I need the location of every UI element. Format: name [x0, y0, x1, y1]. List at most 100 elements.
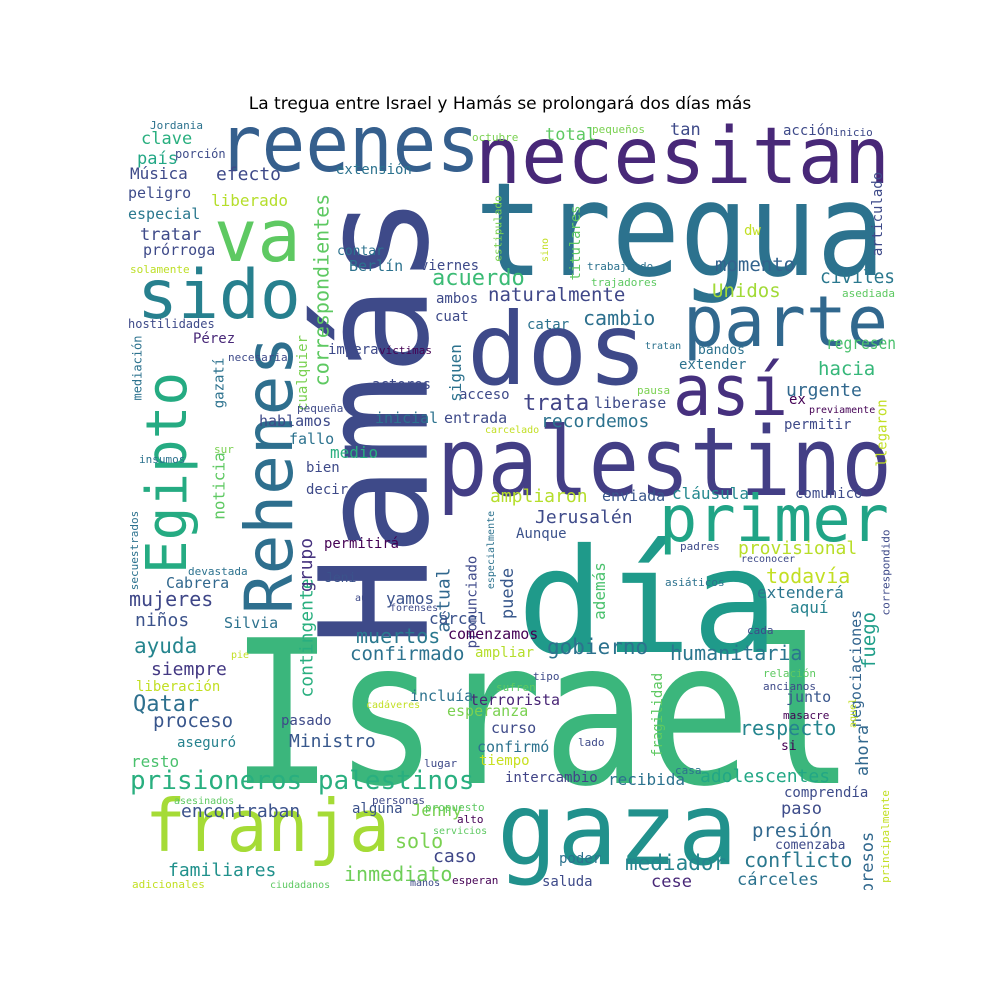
word-13: Egipto: [135, 371, 201, 574]
word-144: carcelado: [485, 425, 540, 436]
word-192: alto: [457, 813, 484, 826]
word-194: principalmente: [878, 789, 892, 883]
page-title: La tregua entre Israel y Hamás se prolon…: [248, 94, 752, 114]
word-151: contar: [337, 244, 384, 259]
word-24: cambio: [583, 306, 656, 330]
word-93: liberación: [136, 679, 221, 695]
word-52: siempre: [151, 659, 227, 680]
word-105: país: [137, 149, 178, 169]
word-149: ambos: [436, 291, 479, 307]
word-74: conflicto: [744, 848, 853, 872]
word-146: previamente: [809, 405, 876, 416]
word-7: palestino: [437, 408, 892, 518]
word-40: gobierno: [547, 635, 649, 659]
word-107: Jordania: [150, 120, 203, 132]
word-180: aquel: [847, 697, 859, 728]
word-176: cada: [747, 624, 774, 637]
word-23: Unidos: [712, 280, 781, 302]
word-73: mediador: [625, 851, 727, 875]
word-85: confirmó: [477, 738, 550, 756]
word-166: dw: [744, 223, 761, 239]
word-75: cárceles: [737, 870, 819, 890]
word-155: total: [545, 125, 597, 145]
word-187: lugar: [424, 757, 458, 770]
word-125: decir: [306, 482, 349, 498]
word-116: Pérez: [193, 331, 236, 347]
word-143: pausa: [637, 384, 671, 397]
word-87: terrorista: [470, 691, 560, 709]
word-88: esperanza: [447, 702, 529, 720]
word-58: grupo: [296, 537, 317, 593]
word-80: familiares: [168, 860, 277, 881]
word-83: intercambio: [505, 770, 598, 786]
word-157: octubre: [472, 131, 519, 144]
word-cloud: Israel Hamás tregua necesitan reenes día gaza p…: [125, 120, 895, 890]
word-174: forenses: [390, 603, 439, 614]
word-21: momento: [715, 254, 796, 276]
word-160: inicio: [833, 126, 873, 139]
word-127: secuestrados: [128, 510, 142, 591]
word-112: liberado: [211, 191, 289, 210]
word-153: viernes: [420, 258, 480, 274]
word-46: ahora: [853, 724, 874, 776]
word-95: tiempo: [479, 753, 530, 769]
word-110: tratar: [140, 225, 202, 245]
word-159: acción: [783, 123, 834, 139]
word-119: cualquier: [294, 334, 311, 411]
word-96: fragilidad: [649, 672, 666, 758]
word-19: acuerdo: [432, 266, 525, 291]
word-109: especial: [128, 205, 201, 223]
word-175: aún: [355, 593, 374, 604]
word-130: pequeña: [297, 402, 344, 415]
word-117: gazatí: [210, 357, 227, 409]
word-182: pie: [231, 650, 250, 661]
word-137: víctimas: [379, 344, 432, 357]
word-188: casa: [675, 764, 702, 777]
word-31: enviada: [602, 487, 666, 505]
word-193: servicios: [433, 826, 488, 837]
word-9: parte: [683, 281, 888, 363]
word-0: Israel: [230, 598, 855, 831]
word-154: extensión: [336, 162, 412, 178]
word-167: articulado: [869, 171, 886, 256]
word-133: inicial: [375, 409, 439, 427]
word-120: necesaria: [228, 351, 288, 364]
word-79: presos: [858, 831, 879, 890]
word-51: ayuda: [134, 634, 198, 658]
word-114: hostilidades: [128, 317, 215, 331]
word-156: tan: [670, 120, 701, 140]
word-44: respecto: [740, 716, 837, 740]
word-168: asediada: [842, 287, 895, 300]
word-152: Berlín: [349, 257, 404, 275]
word-48: Ministro: [289, 731, 376, 752]
word-142: liberase: [594, 394, 667, 412]
word-6: gaza: [497, 771, 738, 888]
word-134: entrada: [444, 409, 508, 427]
word-100: saluda: [542, 874, 593, 890]
word-103: efecto: [216, 164, 282, 185]
word-122: fallo: [289, 430, 335, 448]
word-8: dos: [467, 291, 648, 408]
word-71: caso: [433, 846, 477, 867]
word-163: sino: [540, 237, 551, 262]
word-82: alguna: [352, 801, 403, 817]
word-14: franja: [145, 784, 390, 868]
word-140: tratan: [645, 341, 682, 352]
word-138: catar: [527, 317, 570, 333]
word-4: reenes: [218, 120, 480, 190]
word-81: Jenny: [411, 801, 463, 821]
word-99: comenzaba: [775, 838, 846, 853]
word-54: niños: [135, 610, 190, 631]
word-185: cadáveres: [366, 700, 421, 711]
word-91: aseguró: [177, 735, 237, 751]
word-148: llegaron: [875, 399, 891, 467]
word-64: además: [589, 562, 609, 620]
word-132: acceso: [459, 387, 510, 403]
word-30: ampliaron: [490, 486, 588, 507]
word-158: pequeños: [592, 123, 645, 136]
word-141: extender: [679, 357, 747, 373]
word-11: va: [214, 194, 301, 278]
word-179: masacre: [783, 709, 830, 722]
word-33: comunicó: [795, 486, 863, 502]
word-196: ciudadanos: [270, 880, 331, 891]
